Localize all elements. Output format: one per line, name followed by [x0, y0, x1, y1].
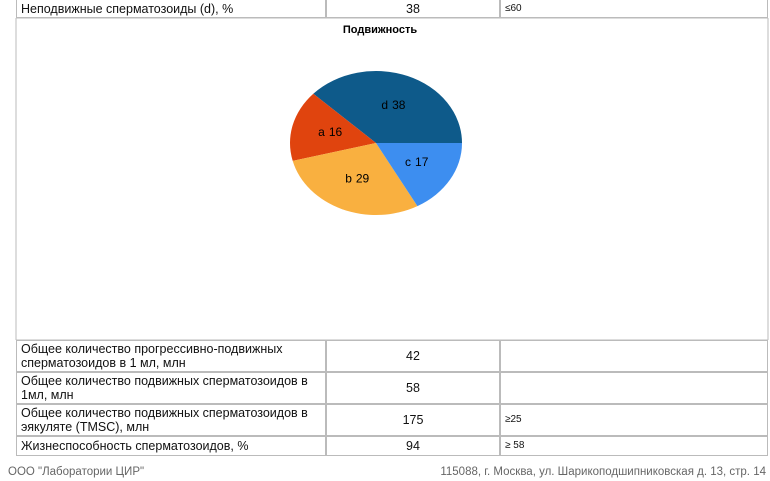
- pie-slice: [313, 70, 462, 143]
- row-label: Общее количество подвижных сперматозоидо…: [16, 404, 326, 436]
- row-value: 42: [326, 340, 500, 372]
- row-label: Общее количество прогрессивно-подвижных …: [16, 340, 326, 372]
- row-norm: [500, 340, 768, 372]
- row-label: Жизнеспособность сперматозоидов, %: [16, 436, 326, 456]
- pie-slice: [289, 93, 376, 161]
- row-label: Общее количество подвижных сперматозоидо…: [16, 372, 326, 404]
- slice-category: d: [381, 98, 388, 112]
- pie-slice: [292, 143, 418, 215]
- slice-category: a: [318, 125, 325, 139]
- slice-label: c 17: [405, 155, 429, 169]
- slice-value: 16: [329, 125, 343, 139]
- slice-label: b 29: [345, 172, 369, 186]
- slice-label: d 38: [381, 98, 405, 112]
- slice-value: 29: [356, 172, 370, 186]
- row-value: 38: [326, 0, 500, 18]
- slice-label: a 16: [318, 125, 342, 139]
- chart-frame: [15, 18, 769, 340]
- row-label: Неподвижные сперматозоиды (d), %: [16, 0, 326, 18]
- row-norm: [500, 372, 768, 404]
- slice-value: 38: [392, 98, 406, 112]
- slice-category: c: [405, 155, 411, 169]
- footer-left: ООО "Лаборатории ЦИР": [8, 466, 145, 478]
- row-norm: ≥ 58: [500, 436, 768, 456]
- slice-value: 17: [415, 155, 429, 169]
- row-value: 94: [326, 436, 500, 456]
- chart-title: Подвижность: [343, 24, 418, 36]
- footer-right: 115088, г. Москва, ул. Шарикоподшипников…: [440, 466, 766, 478]
- row-norm: ≤60: [500, 0, 768, 18]
- chart: Подвижность d 38 a 16 b 29 c 17: [15, 18, 769, 340]
- row-value: 58: [326, 372, 500, 404]
- slice-category: b: [345, 172, 352, 186]
- pie-slice: [376, 143, 462, 207]
- row-norm: ≥25: [500, 404, 768, 436]
- row-value: 175: [326, 404, 500, 436]
